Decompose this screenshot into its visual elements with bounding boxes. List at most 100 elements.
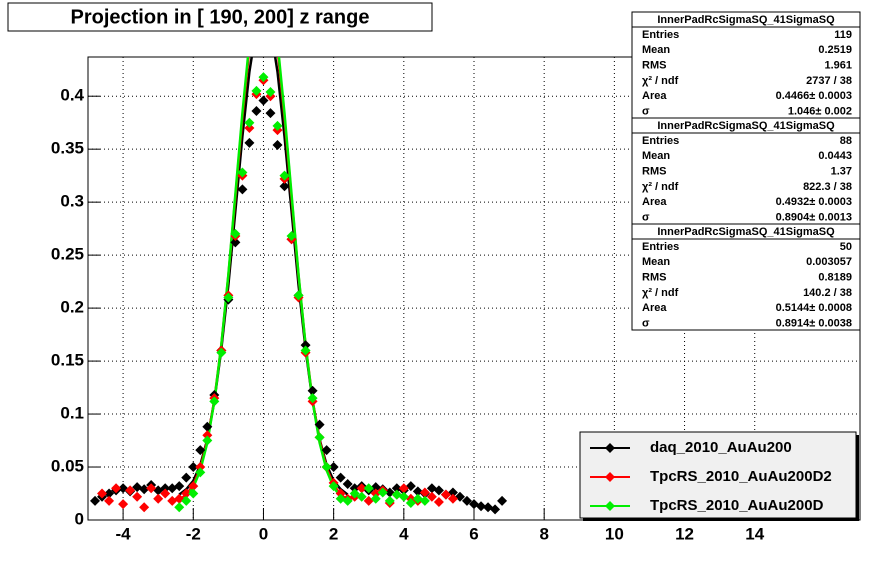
data-point bbox=[307, 393, 318, 404]
data-point bbox=[307, 385, 318, 396]
data-point bbox=[321, 445, 332, 456]
data-point bbox=[370, 488, 381, 499]
stats-label: RMS bbox=[642, 60, 666, 72]
x-tick-label: 2 bbox=[329, 524, 338, 543]
x-tick-label: -2 bbox=[186, 524, 201, 543]
data-point bbox=[244, 122, 255, 133]
data-point bbox=[237, 167, 248, 178]
stats-value: 0.4932± 0.0003 bbox=[776, 196, 852, 208]
legend-label: daq_2010_AuAu200 bbox=[650, 439, 792, 456]
data-point bbox=[195, 462, 206, 473]
data-point bbox=[223, 292, 234, 303]
data-point bbox=[370, 493, 381, 504]
data-point bbox=[342, 495, 353, 506]
data-point bbox=[342, 478, 353, 489]
data-point bbox=[244, 117, 255, 128]
stats-label: Area bbox=[642, 196, 667, 208]
data-point bbox=[433, 496, 444, 507]
y-tick-label: 0.35 bbox=[51, 139, 84, 158]
stats-title: InnerPadRcSigmaSQ_41SigmaSQ bbox=[657, 14, 835, 26]
data-point bbox=[419, 495, 430, 506]
x-tick-label: 14 bbox=[745, 524, 764, 543]
data-point bbox=[279, 170, 290, 181]
data-point bbox=[272, 139, 283, 150]
data-point bbox=[97, 488, 108, 499]
data-point bbox=[497, 495, 508, 506]
legend-label: TpcRS_2010_AuAu200D2 bbox=[650, 468, 832, 485]
data-point bbox=[265, 108, 276, 119]
data-point bbox=[181, 488, 192, 499]
x-tick-label: 0 bbox=[259, 524, 268, 543]
data-point bbox=[118, 499, 129, 510]
stats-label: Entries bbox=[642, 241, 679, 253]
data-point bbox=[125, 485, 136, 496]
data-point bbox=[188, 481, 199, 492]
stats-value: 0.2519 bbox=[818, 44, 852, 56]
y-tick-label: 0.25 bbox=[51, 245, 84, 264]
data-point bbox=[188, 488, 199, 499]
data-point bbox=[321, 462, 332, 473]
chart-title: Projection in [ 190, 200] z range bbox=[71, 6, 370, 28]
x-tick-label: 10 bbox=[605, 524, 624, 543]
stats-label: Mean bbox=[642, 256, 670, 268]
data-point bbox=[202, 421, 213, 432]
data-point bbox=[230, 237, 241, 248]
data-point bbox=[335, 472, 346, 483]
data-point bbox=[447, 493, 458, 504]
data-point bbox=[188, 462, 199, 473]
data-point bbox=[174, 481, 185, 492]
data-point bbox=[132, 491, 143, 502]
data-point bbox=[153, 493, 164, 504]
x-tick-label: 4 bbox=[399, 524, 409, 543]
stats-value: 119 bbox=[834, 29, 852, 41]
stats-value: 140.2 / 38 bbox=[803, 287, 852, 299]
data-point bbox=[335, 488, 346, 499]
data-point bbox=[433, 485, 444, 496]
data-point bbox=[139, 502, 150, 513]
data-point bbox=[90, 495, 101, 506]
stats-label: Area bbox=[642, 302, 667, 314]
data-point bbox=[258, 72, 269, 83]
stats-title: InnerPadRcSigmaSQ_41SigmaSQ bbox=[657, 120, 835, 132]
y-tick-label: 0.4 bbox=[60, 86, 84, 105]
data-point bbox=[160, 483, 171, 494]
data-point bbox=[104, 488, 115, 499]
data-point bbox=[202, 430, 213, 441]
y-tick-label: 0.2 bbox=[60, 298, 84, 317]
data-point bbox=[426, 491, 437, 502]
stats-label: σ bbox=[642, 105, 650, 117]
stats-label: Area bbox=[642, 90, 667, 102]
stats-value: 50 bbox=[840, 241, 852, 253]
y-tick-label: 0.15 bbox=[51, 351, 84, 370]
stats-value: 0.8914± 0.0038 bbox=[776, 317, 852, 329]
data-point bbox=[139, 484, 150, 495]
stats-value: 1.37 bbox=[831, 166, 852, 178]
stats-label: χ² / ndf bbox=[642, 75, 679, 87]
x-tick-label: 6 bbox=[469, 524, 478, 543]
data-point bbox=[174, 502, 185, 513]
plot-area bbox=[90, 57, 508, 515]
data-point bbox=[286, 231, 297, 242]
data-point bbox=[251, 85, 262, 96]
data-point bbox=[195, 445, 206, 456]
stats-value: 0.0443 bbox=[818, 150, 852, 162]
legend-marker bbox=[605, 501, 615, 511]
data-point bbox=[440, 489, 451, 500]
x-tick-label: -4 bbox=[116, 524, 132, 543]
data-point bbox=[363, 483, 374, 494]
data-point bbox=[300, 345, 311, 356]
stats-value: 2737 / 38 bbox=[806, 75, 852, 87]
data-point bbox=[398, 483, 409, 494]
data-point bbox=[377, 487, 388, 498]
data-point bbox=[209, 396, 220, 407]
data-point bbox=[314, 419, 325, 430]
y-tick-label: 0 bbox=[75, 509, 84, 528]
stats-value: 0.8189 bbox=[818, 272, 852, 284]
data-point bbox=[419, 487, 430, 498]
stats-title: InnerPadRcSigmaSQ_41SigmaSQ bbox=[657, 226, 835, 238]
stats-box bbox=[631, 223, 861, 331]
data-point bbox=[398, 491, 409, 502]
stats-value: 0.003057 bbox=[806, 256, 852, 268]
legend-marker bbox=[605, 443, 615, 453]
data-point bbox=[272, 120, 283, 131]
